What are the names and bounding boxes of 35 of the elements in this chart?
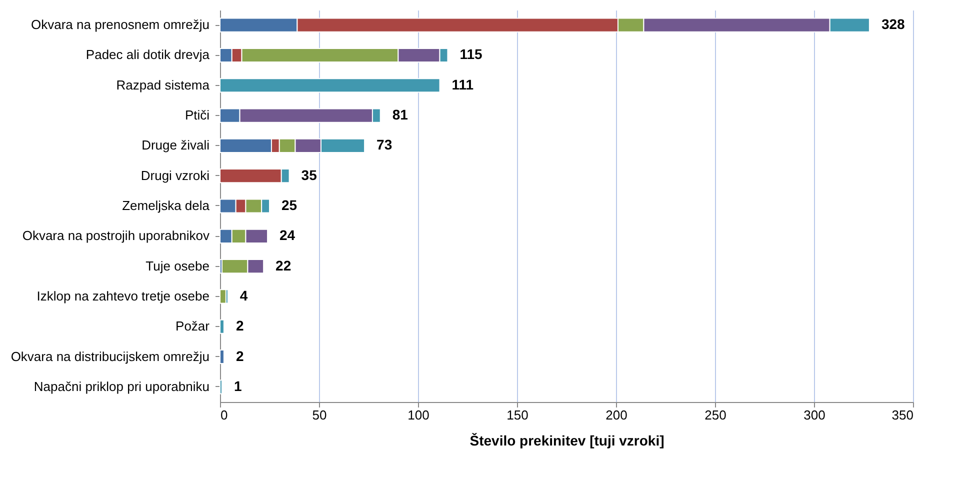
x-tick-label: 200	[606, 408, 628, 422]
total-label: 2	[236, 318, 244, 334]
x-tick-label: 50	[312, 408, 327, 422]
x-tick-label: 300	[804, 408, 826, 422]
x-tick-label: 150	[506, 408, 528, 422]
total-label: 328	[881, 16, 906, 32]
total-label: 35	[301, 166, 318, 183]
y-tick-label: Razpad sistema	[116, 77, 210, 92]
y-tick-label: Padec ali dotik drevja	[86, 47, 210, 62]
y-tick-label: Tuje osebe	[146, 258, 210, 274]
y-tick-label: Požar	[176, 318, 210, 334]
total-label: 1	[234, 378, 242, 394]
total-label: 2	[236, 348, 244, 364]
x-tick-label: 0	[220, 408, 228, 422]
y-tick-label: Napačni priklop pri uporabniku	[34, 378, 210, 394]
total-label: 81	[392, 106, 408, 123]
total-label: 111	[452, 76, 474, 92]
y-tick-label: Ptiči	[184, 108, 210, 123]
total-label: 4	[240, 287, 248, 304]
y-tick-label: Okvara na distribucijskem omrežju	[10, 348, 210, 364]
total-label: 25	[282, 197, 298, 213]
x-tick-label: 350	[892, 408, 914, 422]
y-tick-label: Druge živali	[142, 138, 210, 153]
total-label: 73	[376, 136, 392, 153]
total-label: 24	[280, 227, 296, 244]
y-tick-label: Okvara na postrojih uporabnikov	[22, 228, 210, 244]
x-tick-label: 100	[408, 408, 430, 422]
total-label: 115	[460, 46, 482, 62]
x-tick-label: 250	[704, 408, 726, 422]
y-tick-label: Zemeljska dela	[122, 198, 210, 213]
x-axis-title: Število prekinitev [tuji vzroki]	[470, 432, 664, 448]
y-tick-label: Drugi vzroki	[140, 168, 210, 183]
y-tick-label: Okvara na prenosnem omrežju	[31, 17, 210, 32]
y-tick-label: Izklop na zahtevo tretje osebe	[36, 288, 210, 304]
total-label: 22	[276, 257, 292, 274]
